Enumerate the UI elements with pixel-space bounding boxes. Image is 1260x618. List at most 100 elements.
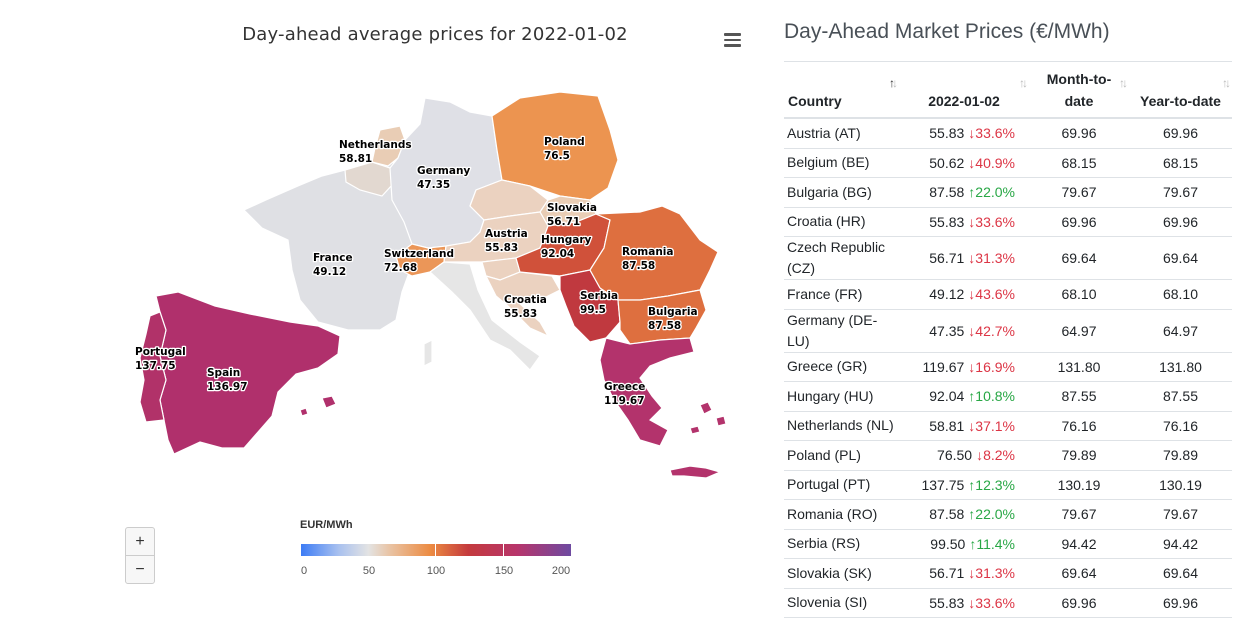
cell-day-price: 87.58 ↑22.0% — [899, 499, 1029, 530]
zoom-out-button[interactable]: − — [126, 555, 154, 583]
map-label-bulgaria-value: 87.58 — [648, 320, 681, 332]
arrow-up-icon: ↑ — [968, 506, 976, 523]
cell-country: Slovenia (SI) — [784, 588, 899, 618]
country-spain[interactable] — [155, 291, 341, 455]
day-price-value: 50.62 — [929, 154, 965, 171]
sort-arrows-icon[interactable]: ↑↓ — [1119, 76, 1128, 90]
cell-day-price: 76.50 ↓8.2% — [899, 440, 1029, 471]
day-price-value: 58.81 — [929, 417, 965, 434]
map-label-germany-value: 47.35 — [417, 179, 450, 191]
zoom-in-button[interactable]: + — [135, 533, 145, 550]
map-title: Day-ahead average prices for 2022-01-02 — [242, 24, 628, 45]
country-greece[interactable] — [599, 337, 695, 447]
table-body: Austria (AT) 55.83 ↓33.6% 69.96 69.96 Belgium… — [784, 118, 1232, 618]
cell-country: France (FR) — [784, 279, 899, 310]
sort-arrows-icon[interactable]: ↑↓ — [889, 76, 898, 90]
cell-year-to-date: 79.89 — [1129, 440, 1232, 471]
day-price-value: 87.58 — [929, 506, 965, 523]
country-greece-islands[interactable] — [689, 401, 727, 435]
header-month-to-date[interactable]: Month-to-date ↑↓ — [1029, 61, 1129, 119]
change-indicator: ↓33.6% — [968, 214, 1015, 230]
table-row: France (FR) 49.12 ↓43.6% 68.10 68.10 — [784, 279, 1232, 310]
map-label-poland-value: 76.5 — [544, 150, 570, 162]
sort-arrows-icon[interactable]: ↑↓ — [1019, 76, 1028, 90]
cell-day-price: 56.71 ↓31.3% — [899, 558, 1029, 589]
cell-day-price: 119.67 ↓16.9% — [899, 352, 1029, 382]
table-row: Belgium (BE) 50.62 ↓40.9% 68.15 68.15 — [784, 148, 1232, 178]
table-title: Day-Ahead Market Prices (€/MWh) — [784, 20, 1110, 43]
sort-arrows-icon[interactable]: ↑↓ — [1222, 76, 1231, 90]
cell-month-to-date: 69.96 — [1029, 207, 1129, 237]
cell-year-to-date: 69.64 — [1129, 236, 1232, 280]
day-price-value: 92.04 — [929, 388, 965, 405]
header-year-to-date[interactable]: Year-to-date ↑↓ — [1129, 61, 1232, 119]
header-day[interactable]: 2022-01-02 ↑↓ — [899, 61, 1029, 119]
day-price-value: 55.83 — [929, 125, 965, 142]
header-country[interactable]: Country ↑↓ — [784, 61, 899, 119]
map-label-austria-value: 55.83 — [485, 242, 518, 254]
change-percent: 43.6% — [975, 286, 1015, 303]
change-percent: 42.7% — [975, 322, 1015, 339]
island-corsica[interactable] — [423, 339, 433, 367]
map-labels: Netherlands 58.81 Germany 47.35 Poland 7… — [134, 135, 699, 409]
change-indicator: ↓31.3% — [968, 250, 1015, 266]
legend-label-50: 50 — [362, 565, 376, 577]
cell-month-to-date: 79.89 — [1029, 440, 1129, 471]
price-map-panel: Day-ahead average prices for 2022-01-02 — [125, 24, 741, 584]
arrow-down-icon: ↓ — [976, 447, 984, 464]
cell-day-price: 49.12 ↓43.6% — [899, 279, 1029, 310]
header-month-label: Month-to-date — [1046, 71, 1112, 109]
change-indicator: ↓16.9% — [968, 359, 1015, 375]
arrow-up-icon: ↑ — [969, 535, 977, 552]
cell-month-to-date: 130.19 — [1029, 470, 1129, 500]
country-portugal[interactable] — [139, 311, 167, 423]
day-price-value: 47.35 — [929, 322, 965, 339]
day-price-value: 49.12 — [929, 286, 965, 303]
cell-country: Hungary (HU) — [784, 381, 899, 412]
hamburger-menu-icon[interactable] — [724, 33, 741, 47]
change-percent: 31.3% — [975, 250, 1015, 266]
map-label-greece-value: 119.67 — [604, 395, 645, 407]
map-label-hungary-value: 92.04 — [541, 248, 574, 260]
map-label-hungary-name: Hungary — [541, 234, 592, 246]
table-row: Bulgaria (BG) 87.58 ↑22.0% 79.67 79.67 — [784, 177, 1232, 208]
table-row: Portugal (PT) 137.75 ↑12.3% 130.19 130.19 — [784, 470, 1232, 500]
cell-year-to-date: 76.16 — [1129, 411, 1232, 441]
cell-year-to-date: 69.64 — [1129, 558, 1232, 589]
country-bulgaria[interactable] — [617, 289, 707, 345]
map-label-croatia-value: 55.83 — [504, 308, 537, 320]
cell-country: Poland (PL) — [784, 440, 899, 471]
cell-year-to-date: 130.19 — [1129, 470, 1232, 500]
cell-country: Bulgaria (BG) — [784, 177, 899, 208]
legend-label-100: 100 — [426, 565, 446, 577]
cell-country: Belgium (BE) — [784, 148, 899, 178]
cell-day-price: 55.83 ↓33.6% — [899, 207, 1029, 237]
day-price-value: 137.75 — [921, 476, 965, 493]
country-spain-islands[interactable] — [299, 395, 337, 417]
cell-country: Greece (GR) — [784, 352, 899, 382]
country-greece-crete[interactable] — [669, 465, 722, 479]
cell-year-to-date: 94.42 — [1129, 529, 1232, 559]
table-header-row: Country ↑↓ 2022-01-02 ↑↓ Month-to-date ↑… — [784, 61, 1232, 119]
arrow-up-icon: ↑ — [968, 184, 976, 201]
change-percent: 33.6% — [975, 213, 1015, 230]
change-indicator: ↓31.3% — [968, 565, 1015, 581]
country-italy[interactable] — [429, 261, 541, 371]
cell-month-to-date: 79.67 — [1029, 499, 1129, 530]
change-indicator: ↑10.8% — [968, 388, 1015, 404]
map-label-slovakia-name: Slovakia — [547, 202, 597, 214]
change-indicator: ↓40.9% — [968, 155, 1015, 171]
day-price-value: 56.71 — [929, 250, 965, 266]
cell-country: Czech Republic (CZ) — [784, 236, 899, 280]
map-label-france-name: France — [313, 252, 353, 264]
country-netherlands[interactable] — [371, 125, 406, 167]
cell-year-to-date: 79.67 — [1129, 499, 1232, 530]
cell-country: Romania (RO) — [784, 499, 899, 530]
arrow-down-icon: ↓ — [968, 358, 976, 375]
cell-month-to-date: 69.96 — [1029, 588, 1129, 618]
header-year-label: Year-to-date — [1140, 93, 1221, 109]
header-country-label: Country — [788, 93, 842, 109]
legend-label-200: 200 — [551, 565, 571, 577]
change-indicator: ↑22.0% — [968, 184, 1015, 200]
legend-label-0: 0 — [300, 565, 308, 577]
